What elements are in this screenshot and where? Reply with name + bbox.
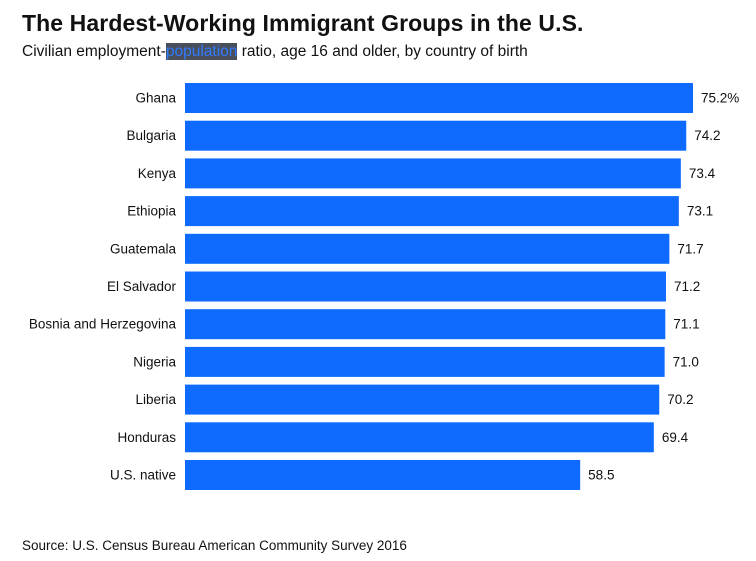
category-label: U.S. native (110, 468, 176, 483)
category-label: Bulgaria (126, 128, 176, 143)
bar-value-label: 71.7 (677, 241, 703, 256)
bar-value-label: 71.2 (674, 279, 700, 294)
category-label: Guatemala (110, 241, 177, 256)
chart-subtitle: Civilian employment-population ratio, ag… (22, 43, 528, 61)
bar (185, 309, 666, 340)
category-label: Ethiopia (127, 204, 176, 219)
bar (185, 460, 581, 490)
bar-value-label: 70.2 (667, 392, 693, 407)
bar-value-label: 71.1 (673, 317, 699, 332)
category-label: Bosnia and Herzegovina (29, 317, 177, 332)
bar (185, 83, 693, 113)
subtitle-selected-text: population (165, 43, 238, 60)
bar-value-label: 69.4 (662, 430, 689, 445)
bar-value-label: 75.2% (701, 91, 739, 106)
bar (185, 422, 654, 453)
bar-value-label: 71.0 (673, 354, 699, 369)
bar (185, 346, 665, 377)
bar (185, 120, 687, 151)
bar-value-label: 73.4 (689, 166, 716, 181)
category-label: Liberia (135, 392, 176, 407)
bar-value-label: 58.5 (588, 468, 614, 483)
category-label: Kenya (138, 166, 177, 181)
chart-title: The Hardest-Working Immigrant Groups in … (22, 10, 584, 36)
bar (185, 196, 679, 227)
bar-value-label: 74.2 (694, 128, 720, 143)
category-label: Honduras (117, 430, 176, 445)
subtitle-text-after: ratio, age 16 and older, by country of b… (237, 43, 528, 60)
category-label: El Salvador (107, 279, 177, 294)
bar (185, 271, 666, 302)
bar (185, 233, 670, 264)
bar (185, 158, 681, 189)
source-note: Source: U.S. Census Bureau American Comm… (22, 538, 407, 553)
bar-value-label: 73.1 (687, 204, 713, 219)
bar (185, 384, 660, 415)
category-label: Nigeria (133, 354, 176, 369)
category-label: Ghana (135, 91, 176, 106)
subtitle-text-before: Civilian employment- (22, 43, 166, 60)
